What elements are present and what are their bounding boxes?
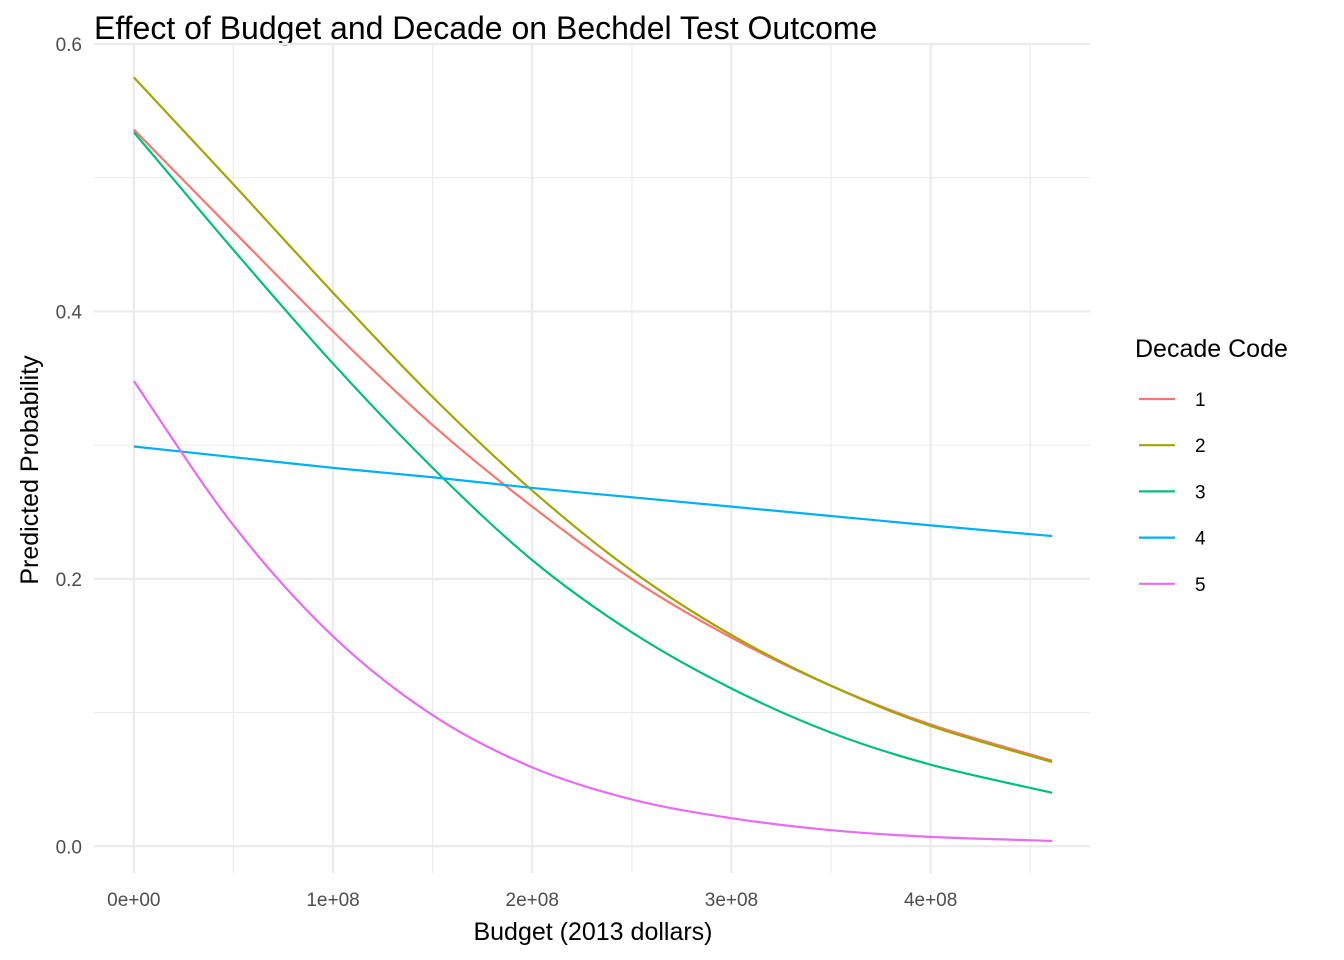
legend-label: 2 xyxy=(1195,436,1206,457)
series-lines xyxy=(132,76,1053,843)
x-tick-label: 1e+08 xyxy=(306,890,359,911)
legend-label: 3 xyxy=(1195,482,1206,503)
x-axis-title: Budget (2013 dollars) xyxy=(473,918,712,946)
x-axis-ticks: 0e+00 1e+08 2e+08 3e+08 4e+08 xyxy=(107,890,957,911)
series-line-decade-5 xyxy=(132,380,1053,843)
legend-label: 1 xyxy=(1195,390,1206,411)
y-axis-ticks: 0.0 0.2 0.4 0.6 xyxy=(56,35,83,858)
x-tick-label: 3e+08 xyxy=(705,890,758,911)
legend-label: 4 xyxy=(1195,529,1206,550)
series-line-decade-2 xyxy=(133,76,1053,764)
x-tick-label: 0e+00 xyxy=(107,890,160,911)
legend-label: 5 xyxy=(1195,575,1206,596)
x-tick-label: 4e+08 xyxy=(904,890,957,911)
y-tick-label: 0.6 xyxy=(56,35,82,56)
y-tick-label: 0.0 xyxy=(56,837,82,858)
grid xyxy=(94,42,1090,873)
legend-title: Decade Code xyxy=(1135,335,1288,363)
y-tick-label: 0.4 xyxy=(56,302,83,323)
y-tick-label: 0.2 xyxy=(56,570,82,591)
x-tick-label: 2e+08 xyxy=(506,890,559,911)
chart-title: Effect of Budget and Decade on Bechdel T… xyxy=(94,10,877,46)
legend-items: 1 2 3 4 5 xyxy=(1139,390,1206,596)
y-axis-title: Predicted Probability xyxy=(16,355,44,585)
series-line-decade-4 xyxy=(133,445,1053,538)
series-line-decade-3 xyxy=(133,131,1053,794)
legend: Decade Code 1 2 3 4 5 xyxy=(1135,335,1288,596)
